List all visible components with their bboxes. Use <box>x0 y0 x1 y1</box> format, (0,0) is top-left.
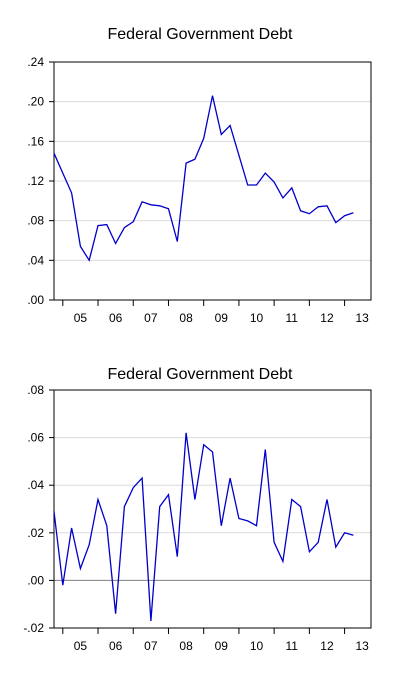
y-tick-label: .16 <box>27 134 44 148</box>
y-tick-label: .02 <box>27 526 44 540</box>
chart-svg-1: .00 .04 .08 .12 .16 .20 .24 05 06 07 08 09 10 11 12 13 <box>27 55 372 325</box>
y-tick-label: .04 <box>27 253 44 267</box>
y-tick-label: .24 <box>27 55 44 69</box>
x-tick-label: 05 <box>74 311 88 325</box>
y-tick-label: .20 <box>27 95 44 109</box>
x-tick-label: 13 <box>356 639 370 653</box>
x-tick-label: 11 <box>286 639 299 653</box>
chart-title: Federal Government Debt <box>107 26 293 43</box>
x-tick-label: 08 <box>179 311 193 325</box>
series-line <box>53 95 354 262</box>
x-tick-label: 12 <box>320 639 334 653</box>
y-tick-label: .08 <box>27 214 44 228</box>
y-tick-label: -.02 <box>23 621 44 635</box>
y-tick-label: .00 <box>27 293 44 307</box>
y-tick-label: .04 <box>27 478 44 492</box>
y-tick-label: .00 <box>27 573 44 587</box>
plot-frame <box>53 389 372 629</box>
x-tick-label: 10 <box>250 639 264 653</box>
x-tick-label: 08 <box>179 639 193 653</box>
x-tick-label: 10 <box>250 311 264 325</box>
x-tick-label: 09 <box>215 639 229 653</box>
plot-frame <box>53 61 372 301</box>
y-tick-label: .08 <box>27 383 44 397</box>
series-line <box>53 432 354 621</box>
x-tick-label: 06 <box>109 311 123 325</box>
x-tick-label: 12 <box>320 311 334 325</box>
x-tick-label: 06 <box>109 639 123 653</box>
x-tick-label: 07 <box>144 639 158 653</box>
x-tick-label: 05 <box>74 639 88 653</box>
x-tick-label: 13 <box>356 311 370 325</box>
y-tick-label: .12 <box>27 174 44 188</box>
y-tick-label: .06 <box>27 431 44 445</box>
chart-svg-2: -.02 .00 .02 .04 .06 .08 05 06 07 08 09 10 11 12 13 <box>23 383 372 653</box>
x-tick-label: 09 <box>215 311 229 325</box>
chart-panel-1: Federal Government Debt .00 .04 .08 .12 .16.… <box>0 0 400 330</box>
x-tick-label: 07 <box>144 311 158 325</box>
chart-panel-2: Federal Government Debt -.02 .00 .02 .04 .06… <box>0 340 400 677</box>
x-tick-label: 11 <box>286 311 299 325</box>
chart-title: Federal Government Debt <box>107 366 293 383</box>
